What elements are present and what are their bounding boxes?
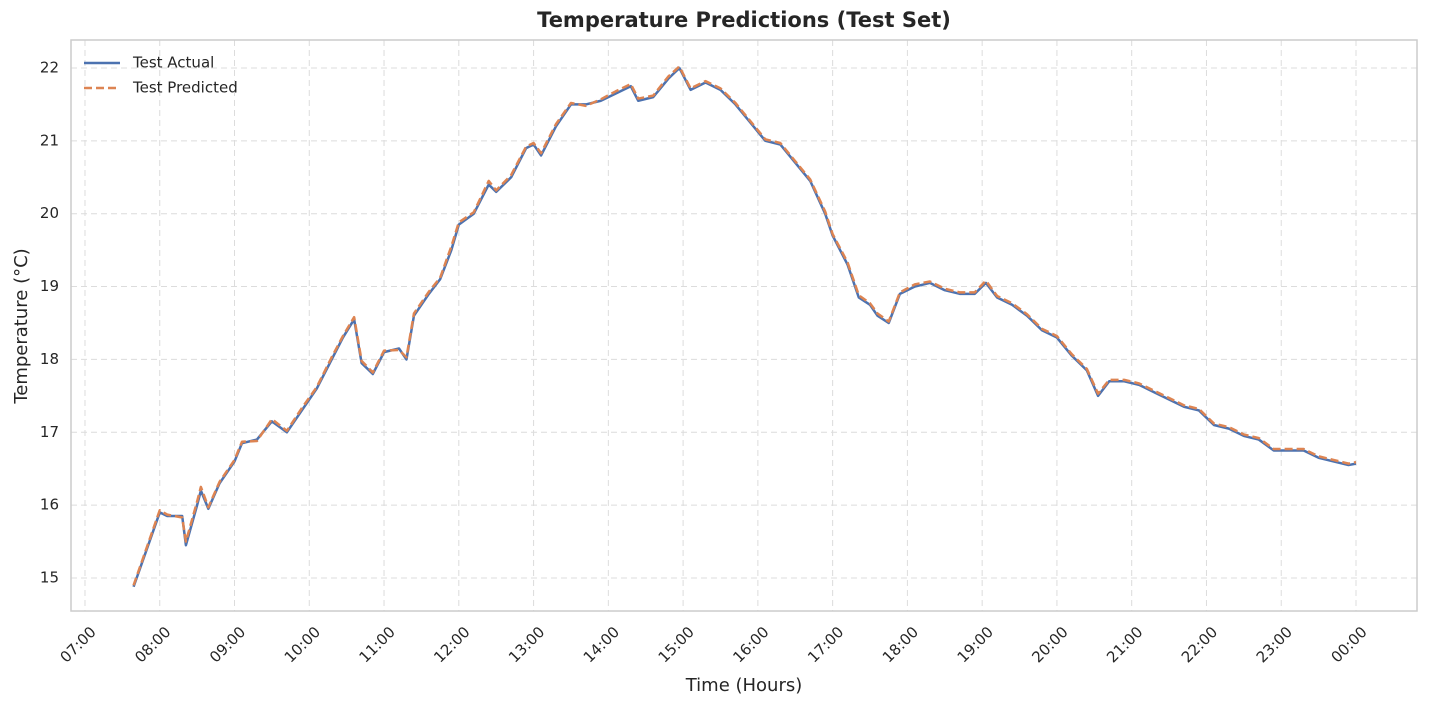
y-tick-label: 15 — [40, 568, 59, 586]
x-tick-label: 21:00 — [1103, 623, 1146, 666]
x-tick-label: 08:00 — [131, 623, 174, 666]
x-tick-label: 00:00 — [1327, 623, 1370, 666]
y-tick-label: 16 — [40, 496, 59, 514]
y-tick-label: 17 — [40, 423, 59, 441]
series-line — [132, 66, 1357, 588]
x-axis-label: Time (Hours) — [685, 675, 803, 696]
x-tick-label: 15:00 — [655, 623, 698, 666]
y-tick-label: 22 — [40, 58, 59, 76]
x-tick-label: 12:00 — [430, 623, 473, 666]
x-tick-label: 17:00 — [804, 623, 847, 666]
chart-title: Temperature Predictions (Test Set) — [537, 8, 951, 32]
x-tick-label: 14:00 — [580, 623, 623, 666]
legend-label: Test Actual — [132, 54, 214, 72]
x-tick-label: 16:00 — [729, 623, 772, 666]
plot-frame — [70, 39, 1418, 612]
x-tick-label: 20:00 — [1028, 623, 1071, 666]
x-tick-label: 18:00 — [879, 623, 922, 666]
x-tick-label: 11:00 — [355, 623, 398, 666]
x-tick-label: 23:00 — [1253, 623, 1296, 666]
x-tick-label: 07:00 — [56, 623, 99, 666]
y-tick-label: 21 — [40, 131, 59, 149]
y-tick-label: 20 — [40, 204, 59, 222]
x-tick-label: 10:00 — [281, 623, 324, 666]
x-tick-label: 19:00 — [954, 623, 997, 666]
y-axis-label: Temperature (°C) — [11, 248, 32, 404]
x-tick-label: 09:00 — [206, 623, 249, 666]
x-tick-label: 22:00 — [1178, 623, 1221, 666]
y-tick-label: 19 — [40, 277, 59, 295]
series-line — [132, 65, 1357, 586]
y-tick-label: 18 — [40, 350, 59, 368]
x-tick-label: 13:00 — [505, 623, 548, 666]
legend-label: Test Predicted — [132, 79, 238, 97]
